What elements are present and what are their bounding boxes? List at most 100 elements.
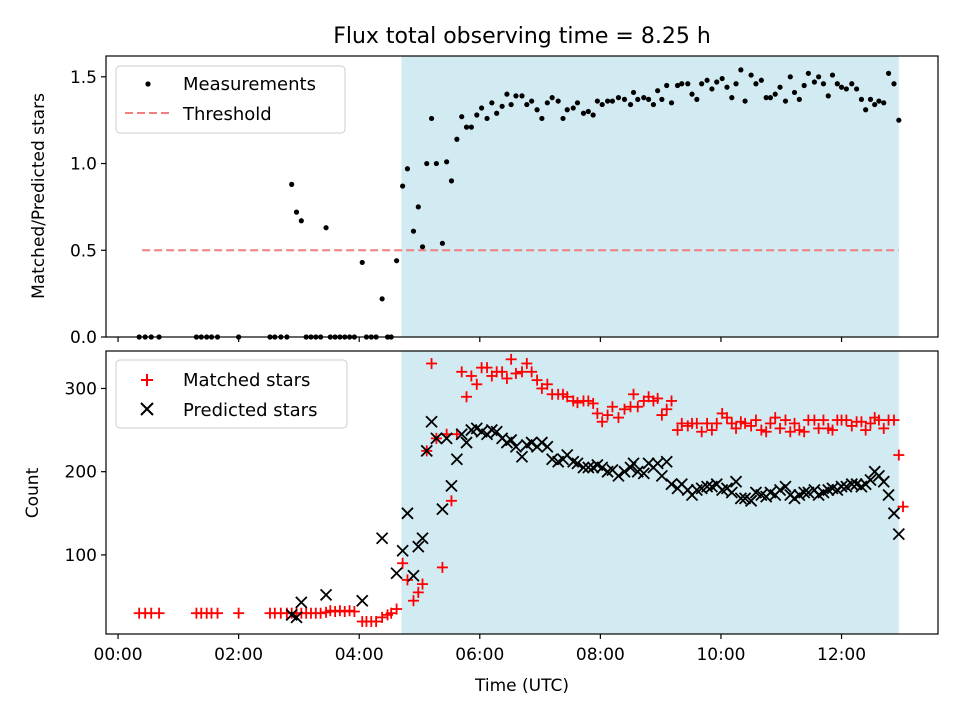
- matched-point: [893, 449, 905, 461]
- predicted-point: [637, 467, 650, 480]
- predicted-point: [725, 486, 738, 499]
- matched-point: [826, 424, 838, 436]
- predicted-point: [734, 492, 747, 505]
- matched-point: [711, 417, 723, 429]
- x-tick-label: 00:00: [94, 645, 143, 665]
- predicted-point: [877, 475, 890, 488]
- matched-point: [445, 495, 457, 507]
- y-tick-label: 0.5: [70, 241, 97, 261]
- predicted-point: [582, 461, 595, 474]
- matched-point: [531, 374, 543, 386]
- measurement-point: [738, 67, 744, 73]
- predicted-point: [396, 544, 409, 557]
- measurement-point: [724, 84, 730, 90]
- x-tick-label: 02:00: [214, 645, 263, 665]
- predicted-point: [515, 450, 529, 463]
- legend-predicted-label: Predicted stars: [183, 400, 317, 421]
- matched-point: [461, 391, 473, 403]
- legend-matched-label: Matched stars: [183, 370, 310, 391]
- measurement-point: [524, 101, 530, 108]
- measurement-point: [843, 86, 849, 92]
- bottom-legend-box: [115, 359, 348, 429]
- matched-point: [721, 412, 733, 424]
- measurement-point: [664, 82, 670, 89]
- measurement-point: [428, 115, 435, 122]
- matched-point: [813, 422, 825, 434]
- measurement-point: [820, 81, 827, 87]
- predicted-point: [665, 478, 678, 491]
- measurement-point: [655, 88, 661, 94]
- predicted-point: [577, 461, 590, 474]
- predicted-point: [864, 473, 877, 487]
- predicted-point: [571, 457, 584, 470]
- matched-point: [571, 397, 583, 409]
- matched-point: [516, 366, 528, 378]
- measurement-point: [709, 86, 715, 92]
- x-tick-label: 10:00: [696, 645, 745, 665]
- measurement-point: [580, 110, 587, 116]
- predicted-point: [660, 455, 673, 468]
- matched-point: [672, 424, 684, 436]
- matched-point: [784, 426, 796, 438]
- measurement-point: [630, 89, 637, 96]
- measurement-point: [674, 82, 681, 89]
- measurement-point: [474, 112, 480, 118]
- predicted-point: [407, 569, 420, 582]
- measurement-point: [867, 96, 874, 102]
- matched-point: [779, 414, 791, 426]
- matched-point: [676, 417, 688, 429]
- measurement-point: [825, 93, 831, 99]
- matched-point: [153, 607, 165, 619]
- matched-point: [652, 392, 664, 404]
- matched-point: [774, 422, 786, 434]
- matched-point: [730, 422, 742, 434]
- predicted-point: [773, 483, 787, 497]
- matched-point: [888, 414, 900, 426]
- measurement-point: [621, 96, 628, 102]
- measurement-point: [564, 107, 570, 113]
- measurement-point: [433, 160, 439, 167]
- matched-point: [798, 426, 810, 438]
- measurement-point: [863, 107, 869, 113]
- matched-point: [606, 401, 618, 413]
- measurement-point: [289, 181, 295, 187]
- predicted-point: [892, 527, 905, 541]
- matched-point: [666, 395, 678, 407]
- matched-point: [348, 606, 360, 618]
- top-shaded-span: [401, 56, 899, 337]
- predicted-point: [567, 455, 580, 468]
- predicted-point: [401, 507, 414, 520]
- measurement-point: [816, 74, 822, 80]
- predicted-point: [445, 479, 458, 492]
- matched-point: [596, 416, 608, 428]
- predicted-point: [436, 503, 449, 516]
- top-ylabel: Matched/Predicted stars: [29, 93, 49, 299]
- legend-matched-marker: [141, 374, 153, 386]
- measurement-point: [463, 124, 470, 130]
- predicted-point: [798, 486, 811, 499]
- matched-point: [618, 403, 630, 415]
- measurement-point: [876, 98, 882, 104]
- predicted-point: [541, 440, 554, 453]
- matched-point: [505, 353, 517, 365]
- x-tick-label: 12:00: [817, 645, 866, 665]
- measurement-point: [772, 91, 778, 97]
- measurement-point: [448, 178, 455, 184]
- measurement-point: [379, 296, 385, 302]
- bottom-legend: Matched stars Predicted stars: [115, 359, 348, 429]
- bottom-x-ticks: 00:00 02:00 04:00 06:00 08:00 10:00 12:00: [94, 634, 866, 665]
- y-tick-label: 1.5: [70, 68, 97, 88]
- measurement-point: [615, 95, 622, 101]
- matched-point: [496, 366, 508, 378]
- measurement-point: [811, 79, 818, 85]
- predicted-point: [845, 478, 858, 491]
- y-tick-label: 200: [65, 463, 97, 483]
- measurement-point: [787, 74, 793, 80]
- legend-measurements-label: Measurements: [183, 74, 316, 95]
- measurement-point: [508, 101, 514, 108]
- matched-point: [370, 616, 382, 628]
- predicted-point: [627, 457, 640, 470]
- bottom-y-ticks: 100 200 300: [65, 379, 106, 566]
- matched-point: [587, 397, 599, 409]
- matched-point: [739, 417, 751, 429]
